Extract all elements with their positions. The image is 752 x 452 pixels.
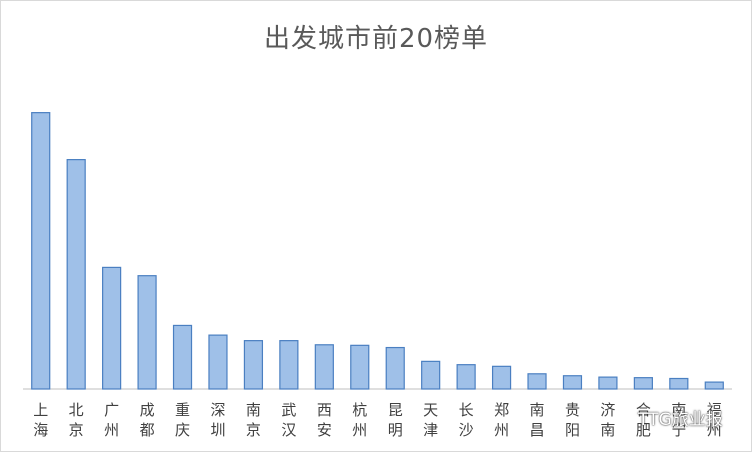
category-label: 天津 (423, 401, 438, 439)
bar (137, 275, 157, 390)
category-label: 上海 (33, 401, 48, 439)
category-label: 杭州 (352, 401, 367, 439)
bar (102, 266, 122, 390)
category-label: 成都 (140, 401, 155, 439)
bar (243, 340, 264, 390)
watermark-text: TTG旅业报 (638, 410, 723, 430)
bar (527, 373, 547, 390)
category-label: 南京 (246, 401, 261, 439)
category-label: 南昌 (530, 401, 545, 439)
category-label: 北京 (69, 401, 84, 439)
bar (279, 340, 299, 390)
bar (633, 377, 653, 390)
category-label: 西安 (317, 401, 332, 439)
category-label: 重庆 (175, 401, 190, 439)
bar (66, 159, 86, 390)
bar (704, 381, 724, 390)
bar (31, 112, 51, 390)
bar (208, 334, 228, 390)
bar (350, 344, 370, 390)
category-label: 长沙 (459, 401, 474, 439)
wechat-icon (613, 409, 633, 425)
category-label: 福州 (707, 401, 722, 439)
bar (421, 360, 441, 390)
bar (314, 344, 334, 390)
bar (456, 364, 476, 390)
category-label: 合肥 (636, 401, 651, 439)
category-label: 郑州 (494, 401, 509, 439)
bar (385, 346, 405, 390)
category-label: 广州 (104, 401, 119, 439)
bar (669, 377, 689, 390)
category-label: 南宁 (671, 401, 686, 439)
category-label: 武汉 (281, 401, 296, 439)
bar (562, 375, 583, 390)
category-label: 贵阳 (565, 401, 580, 439)
category-label: 昆明 (388, 401, 403, 439)
bar (172, 324, 193, 390)
bar (491, 365, 512, 390)
category-label: 深圳 (210, 401, 225, 439)
watermark: TTG旅业报 (612, 405, 723, 430)
bar (598, 376, 618, 390)
chart-title: 出发城市前20榜单 (263, 24, 489, 54)
category-label: 济南 (600, 401, 615, 439)
